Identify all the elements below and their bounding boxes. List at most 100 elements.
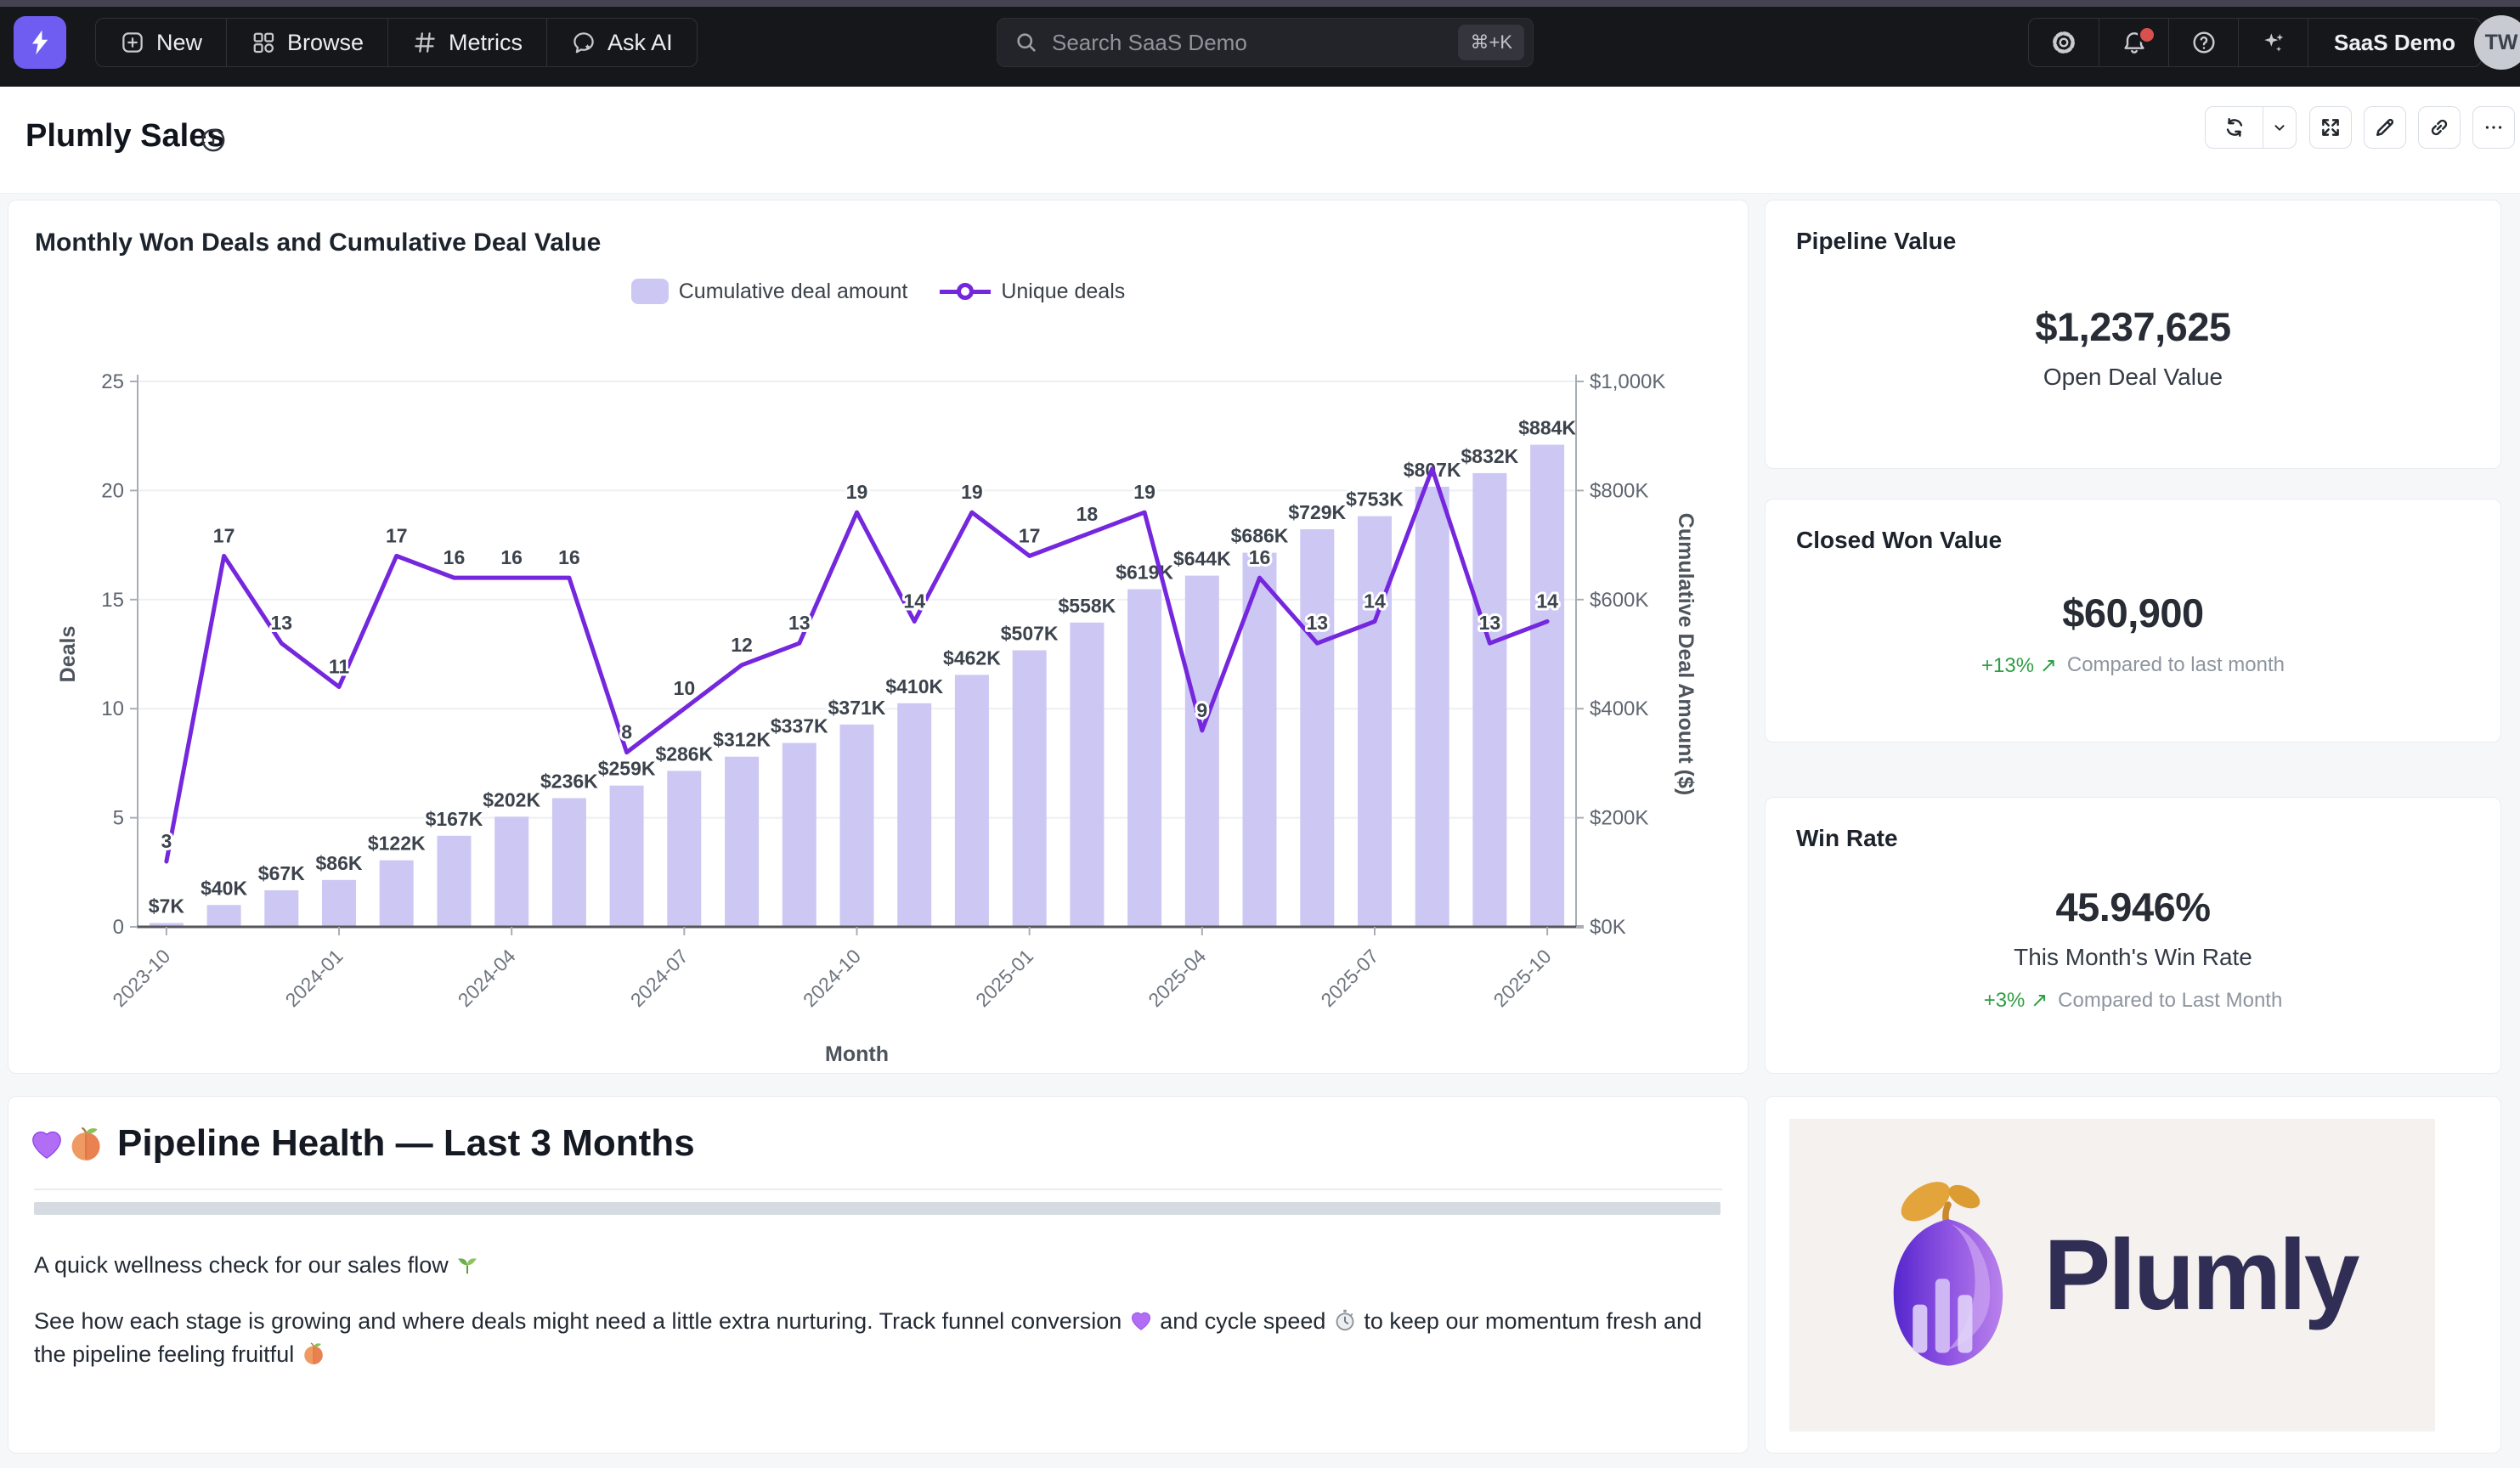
lightning-bolt-icon xyxy=(32,30,48,55)
svg-text:8: 8 xyxy=(621,721,632,743)
ask-ai-button[interactable]: Ask AI xyxy=(546,19,697,66)
legend-item-cumulative[interactable]: Cumulative deal amount xyxy=(630,279,908,304)
notification-badge xyxy=(2138,25,2156,44)
svg-text:$800K: $800K xyxy=(1590,479,1648,502)
trend-up-arrow-icon: ↗ xyxy=(2031,989,2048,1012)
ellipsis-icon xyxy=(2485,126,2502,129)
svg-text:10: 10 xyxy=(101,697,124,720)
svg-text:15: 15 xyxy=(101,589,124,612)
peach-icon xyxy=(301,1341,326,1366)
svg-text:20: 20 xyxy=(101,479,124,502)
legend-item-unique-deals[interactable]: Unique deals xyxy=(940,279,1125,304)
help-icon xyxy=(2192,31,2215,54)
new-button[interactable]: New xyxy=(96,19,226,66)
svg-text:$337K: $337K xyxy=(771,715,828,737)
nav-utility-group: SaaS Demo xyxy=(2028,18,2483,67)
kpi-change-value: +3% ↗ xyxy=(1983,989,2048,1012)
kpi-change-note: Compared to Last Month xyxy=(2058,988,2283,1012)
kpi-value: 45.946% xyxy=(2055,884,2211,929)
grid-icon xyxy=(253,32,274,54)
kpi-change-row: +13% ↗ Compared to last month xyxy=(1981,653,2285,678)
legend-label: Cumulative deal amount xyxy=(678,279,908,303)
help-button[interactable] xyxy=(2168,19,2238,66)
svg-text:2025-10: 2025-10 xyxy=(1489,945,1556,1011)
search-input[interactable]: Search SaaS Demo ⌘+K xyxy=(997,18,1534,67)
kpi-value: $60,900 xyxy=(2062,590,2204,635)
svg-text:$40K: $40K xyxy=(201,877,247,899)
svg-text:$312K: $312K xyxy=(713,729,771,751)
svg-text:$832K: $832K xyxy=(1461,445,1519,467)
svg-text:$600K: $600K xyxy=(1590,589,1648,612)
svg-text:2025-04: 2025-04 xyxy=(1144,945,1210,1011)
brand-card: Plumly xyxy=(1765,1096,2501,1454)
svg-text:2024-10: 2024-10 xyxy=(799,945,865,1011)
kpi-change-value: +13% ↗ xyxy=(1981,653,2057,677)
kpi-card-win-rate: Win Rate 45.946% This Month's Win Rate +… xyxy=(1765,797,2501,1074)
edit-button[interactable] xyxy=(2364,106,2406,149)
kpi-subtitle: This Month's Win Rate xyxy=(2014,944,2252,970)
metrics-button[interactable]: Metrics xyxy=(387,19,546,66)
svg-text:17: 17 xyxy=(213,524,235,546)
svg-text:$644K: $644K xyxy=(1173,548,1231,570)
svg-text:11: 11 xyxy=(329,656,350,678)
svg-text:2024-01: 2024-01 xyxy=(280,945,347,1011)
user-avatar[interactable]: TW xyxy=(2474,15,2520,70)
svg-text:17: 17 xyxy=(1019,524,1041,546)
svg-text:Deals: Deals xyxy=(56,626,80,683)
chat-star-icon xyxy=(573,32,594,54)
svg-text:2023-10: 2023-10 xyxy=(108,945,174,1011)
svg-text:$200K: $200K xyxy=(1590,807,1648,830)
svg-text:$753K: $753K xyxy=(1346,488,1404,511)
pipeline-health-paragraphs: A quick wellness check for our sales flo… xyxy=(34,1249,1720,1371)
heading-emojis xyxy=(27,1124,105,1163)
workspace-switcher[interactable]: SaaS Demo xyxy=(2308,19,2481,66)
svg-text:$371K: $371K xyxy=(828,697,886,719)
settings-button[interactable] xyxy=(2029,19,2099,66)
svg-text:14: 14 xyxy=(1364,590,1386,612)
svg-text:14: 14 xyxy=(1536,590,1558,612)
info-button[interactable] xyxy=(199,126,228,155)
expand-icon xyxy=(2322,119,2339,136)
chart-title: Monthly Won Deals and Cumulative Deal Va… xyxy=(35,229,602,257)
browse-button-label: Browse xyxy=(287,29,364,55)
svg-text:17: 17 xyxy=(386,524,408,546)
ask-ai-button-label: Ask AI xyxy=(607,29,673,55)
svg-text:3: 3 xyxy=(161,830,172,852)
svg-text:19: 19 xyxy=(1133,481,1155,503)
notifications-button[interactable] xyxy=(2099,19,2168,66)
share-link-button[interactable] xyxy=(2418,106,2461,149)
nav-actions-group: New Browse Metrics Ask AI xyxy=(95,18,698,67)
kpi-card-closed-won: Closed Won Value $60,900 +13% ↗ Compared… xyxy=(1765,499,2501,742)
search-icon xyxy=(1017,33,1036,52)
svg-text:$400K: $400K xyxy=(1590,697,1648,720)
svg-text:25: 25 xyxy=(101,370,124,393)
more-options-button[interactable] xyxy=(2472,106,2515,149)
svg-text:$1,000K: $1,000K xyxy=(1590,370,1665,393)
purple-heart-icon xyxy=(1128,1307,1154,1333)
chart-svg[interactable]: $7K $40K $67K $86K$122K$167K$202K$236K$259K… xyxy=(8,200,1749,1075)
refresh-split-button[interactable] xyxy=(2205,106,2297,149)
kpi-value: $1,237,625 xyxy=(2035,304,2231,349)
refresh-button[interactable] xyxy=(2206,107,2263,148)
app-logo[interactable] xyxy=(14,16,66,69)
svg-text:2024-04: 2024-04 xyxy=(454,945,520,1011)
svg-text:2025-07: 2025-07 xyxy=(1316,945,1382,1011)
svg-text:$236K: $236K xyxy=(540,770,598,792)
plum-logo-icon xyxy=(1893,1181,2003,1366)
chevron-down-icon xyxy=(2274,125,2285,131)
heading-divider xyxy=(34,1189,1722,1190)
chart-canvas[interactable]: $7K $40K $67K $86K $122K $167K $202K $236K $259K… xyxy=(8,200,1749,1075)
legend-label: Unique deals xyxy=(1001,279,1126,303)
svg-text:18: 18 xyxy=(1076,503,1099,525)
refresh-dropdown-button[interactable] xyxy=(2263,118,2296,137)
kpi-card-pipeline-value: Pipeline Value $1,237,625 Open Deal Valu… xyxy=(1765,200,2501,469)
ai-assistant-button[interactable] xyxy=(2238,19,2308,66)
kpi-subtitle: Open Deal Value xyxy=(2043,364,2223,390)
browse-button[interactable]: Browse xyxy=(226,19,387,66)
svg-text:$619K: $619K xyxy=(1116,562,1173,584)
svg-text:19: 19 xyxy=(846,481,868,503)
top-nav: New Browse Metrics Ask AI Search xyxy=(0,7,2520,87)
svg-text:$286K: $286K xyxy=(655,742,713,765)
fullscreen-button[interactable] xyxy=(2309,106,2352,149)
sparkles-icon xyxy=(2263,33,2283,52)
